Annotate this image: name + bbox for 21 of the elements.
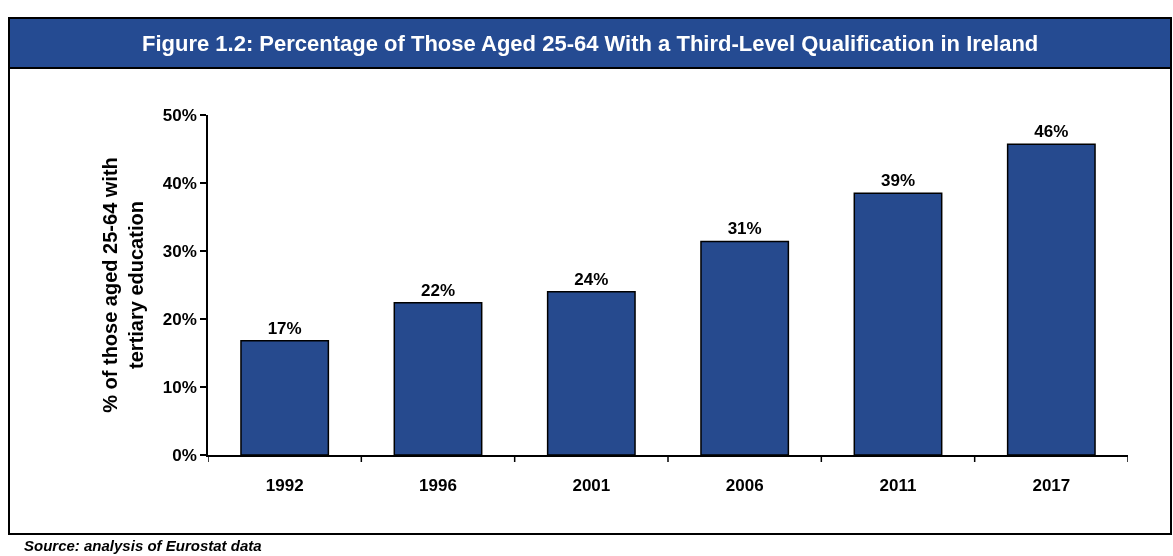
y-tick-label: 30% <box>162 241 197 261</box>
source-note: Source: analysis of Eurostat data <box>24 537 262 554</box>
y-tick-label: 10% <box>162 377 197 397</box>
data-label: 17% <box>267 318 302 338</box>
data-label: 24% <box>574 269 609 289</box>
x-tick-label: 1996 <box>419 476 457 496</box>
y-axis-title: % of those aged 25-64 with tertiary education <box>98 157 147 413</box>
x-tick-label: 1992 <box>265 476 304 496</box>
chart-title: Figure 1.2: Percentage of Those Aged 25-64 With a Third-Level Qualification in Ireland <box>142 31 1039 56</box>
x-tick-label: 2006 <box>725 476 764 496</box>
x-tick-label: 2011 <box>879 476 917 496</box>
data-label: 31% <box>727 219 762 239</box>
x-tick-label: 2017 <box>1032 476 1071 496</box>
x-tick-label: 2001 <box>572 476 611 496</box>
data-label: 39% <box>880 171 916 191</box>
y-tick-label: 0% <box>172 445 197 465</box>
y-tick-label: 20% <box>162 309 197 329</box>
y-tick-label: 50% <box>162 105 197 125</box>
data-label: 22% <box>420 280 456 300</box>
y-tick-label: 40% <box>162 173 197 193</box>
data-label: 46% <box>1034 122 1069 142</box>
